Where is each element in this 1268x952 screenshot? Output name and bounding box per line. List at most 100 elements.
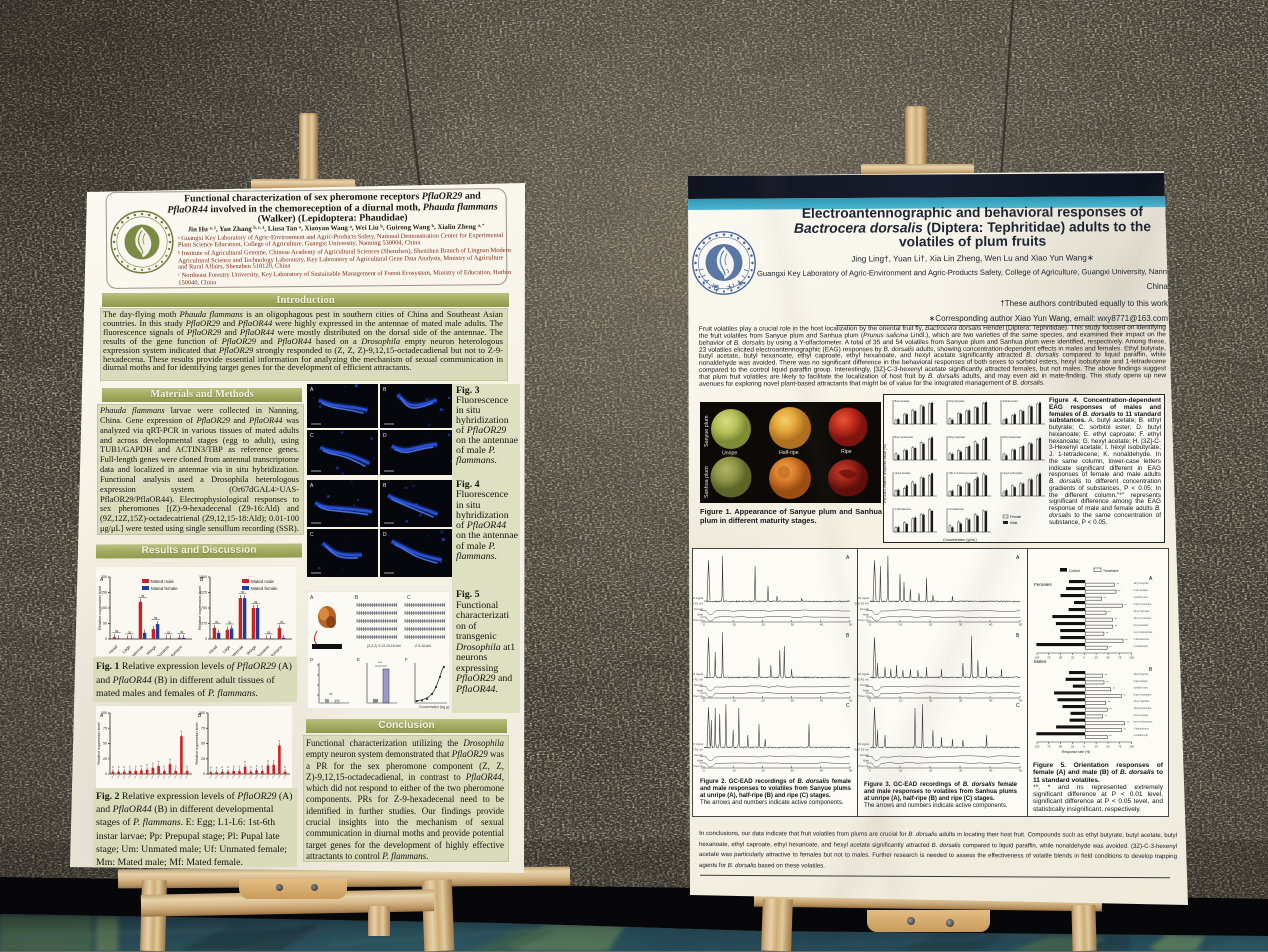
- svg-text:25: 25: [1095, 656, 1099, 660]
- svg-text:Sanhua plum: Sanhua plum: [704, 466, 710, 498]
- svg-text:ethyl caproate: ethyl caproate: [1134, 700, 1150, 703]
- svg-text:Ethyl hexanoate: Ethyl hexanoate: [1003, 435, 1022, 439]
- svg-text:FID signal: FID signal: [857, 672, 870, 676]
- svg-text:C: C: [407, 595, 411, 601]
- svg-text:50: 50: [1059, 656, 1063, 660]
- svg-text:Male: Male: [697, 613, 703, 617]
- svg-text:Relative expression level: Relative expression level: [97, 586, 102, 630]
- svg-text:50: 50: [1019, 622, 1023, 626]
- svg-text:25: 25: [1071, 656, 1075, 660]
- svg-text:nonaldehyde: nonaldehyde: [1134, 734, 1149, 737]
- svg-text:b: b: [216, 766, 218, 770]
- svg-text:ns: ns: [329, 692, 333, 696]
- svg-text:0: 0: [869, 622, 871, 626]
- svg-text:Male: Male: [863, 613, 869, 617]
- svg-text:Sanyue plum: Sanyue plum: [704, 415, 710, 447]
- svg-text:**: **: [1109, 707, 1112, 711]
- svg-text:ns: ns: [228, 621, 232, 625]
- svg-text:b: b: [261, 765, 263, 769]
- svg-text:Male: Male: [863, 689, 869, 693]
- svg-text:Relative expression level: Relative expression level: [195, 722, 199, 764]
- svg-text:50: 50: [201, 742, 205, 746]
- svg-text:Ethyl caproate: Ethyl caproate: [949, 435, 966, 439]
- svg-text:Time min: Time min: [692, 618, 703, 622]
- svg-text:**: **: [1124, 603, 1127, 607]
- svg-text:Mated female: Mated female: [151, 586, 178, 591]
- svg-text:25: 25: [103, 757, 107, 761]
- svg-text:E: E: [357, 657, 360, 662]
- svg-text:ns: ns: [241, 590, 245, 594]
- svg-text:EAD R2 mV: EAD R2 mV: [692, 678, 703, 682]
- svg-text:Wings: Wings: [245, 644, 257, 656]
- svg-text:Ethyl butyrate: Ethyl butyrate: [949, 399, 965, 403]
- svg-text:0: 0: [703, 768, 705, 772]
- svg-text:30: 30: [791, 698, 795, 702]
- svg-text:Time min: Time min: [858, 618, 869, 622]
- svg-text:30: 30: [791, 622, 795, 626]
- svg-text:0: 0: [105, 637, 107, 641]
- svg-text:Male: Male: [863, 759, 869, 763]
- svg-text:Response rate (%): Response rate (%): [1062, 750, 1090, 754]
- svg-text:**: **: [1109, 645, 1112, 649]
- svg-text:hexyl isobutyrate: hexyl isobutyrate: [1134, 721, 1153, 724]
- svg-text:375: 375: [201, 622, 207, 626]
- svg-text:ns: ns: [215, 620, 219, 624]
- svg-text:10: 10: [732, 622, 736, 626]
- svg-text:10: 10: [899, 698, 903, 702]
- svg-text:Head: Head: [208, 644, 219, 655]
- svg-text:b: b: [239, 765, 241, 769]
- svg-text:b: b: [227, 765, 229, 769]
- svg-text:A: A: [846, 555, 850, 561]
- svg-text:30: 30: [959, 622, 963, 626]
- svg-text:Time min: Time min: [858, 764, 869, 768]
- svg-text:10: 10: [732, 768, 736, 772]
- svg-text:Butyl acetate: Butyl acetate: [895, 399, 911, 403]
- svg-text:Male: Male: [697, 759, 703, 763]
- svg-text:0: 0: [205, 637, 207, 641]
- svg-text:**: **: [1106, 631, 1109, 635]
- svg-text:Mated female: Mated female: [251, 586, 278, 591]
- svg-text:nonaldehyde: nonaldehyde: [1134, 645, 1149, 648]
- svg-text:100: 100: [101, 606, 107, 610]
- svg-text:b: b: [169, 758, 171, 762]
- svg-text:Females: Females: [1034, 582, 1052, 587]
- svg-text:sorbitol ester: sorbitol ester: [1134, 687, 1148, 690]
- svg-text:b: b: [175, 765, 177, 769]
- svg-text:Wings: Wings: [145, 644, 157, 656]
- svg-text:D: D: [383, 532, 387, 538]
- svg-text:50: 50: [1019, 768, 1023, 772]
- svg-text:**: **: [1115, 617, 1118, 621]
- svg-text:A: A: [99, 713, 104, 719]
- svg-text:Ripe: Ripe: [841, 449, 852, 455]
- svg-text:B: B: [198, 713, 202, 719]
- svg-text:Butyl hexanoate: Butyl hexanoate: [895, 435, 914, 439]
- svg-text:40: 40: [989, 698, 993, 702]
- svg-text:C: C: [846, 703, 850, 709]
- svg-text:**: **: [1109, 734, 1112, 738]
- svg-text:Concentration (g/mL): Concentration (g/mL): [943, 538, 977, 542]
- svg-text:ns: ns: [167, 630, 171, 634]
- svg-text:100: 100: [1129, 745, 1134, 749]
- svg-text:Nonaldehyde: Nonaldehyde: [949, 507, 965, 511]
- svg-text:Treatment: Treatment: [1103, 569, 1118, 573]
- svg-text:Male: Male: [697, 689, 703, 693]
- svg-text:50: 50: [849, 622, 853, 626]
- svg-text:ethyl butyrate: ethyl butyrate: [1134, 582, 1150, 585]
- svg-text:ns: ns: [280, 620, 284, 624]
- svg-text:750: 750: [201, 606, 207, 610]
- svg-text:**: **: [1115, 624, 1118, 628]
- svg-text:Abdomens: Abdomens: [266, 644, 284, 656]
- svg-text:b: b: [146, 763, 148, 767]
- svg-text:butyl hexanoate: butyl hexanoate: [1134, 693, 1152, 696]
- svg-text:A: A: [310, 387, 314, 393]
- svg-text:b: b: [244, 760, 246, 764]
- svg-text:B: B: [846, 633, 850, 639]
- svg-text:0: 0: [1084, 656, 1086, 660]
- svg-text:ethyl hexanoate: ethyl hexanoate: [1134, 617, 1152, 620]
- svg-text:FID signal: FID signal: [692, 742, 703, 746]
- svg-text:F: F: [405, 657, 408, 662]
- svg-text:10: 10: [732, 698, 736, 702]
- svg-text:b: b: [118, 765, 120, 769]
- svg-text:0: 0: [105, 772, 107, 776]
- svg-text:75: 75: [1118, 656, 1122, 660]
